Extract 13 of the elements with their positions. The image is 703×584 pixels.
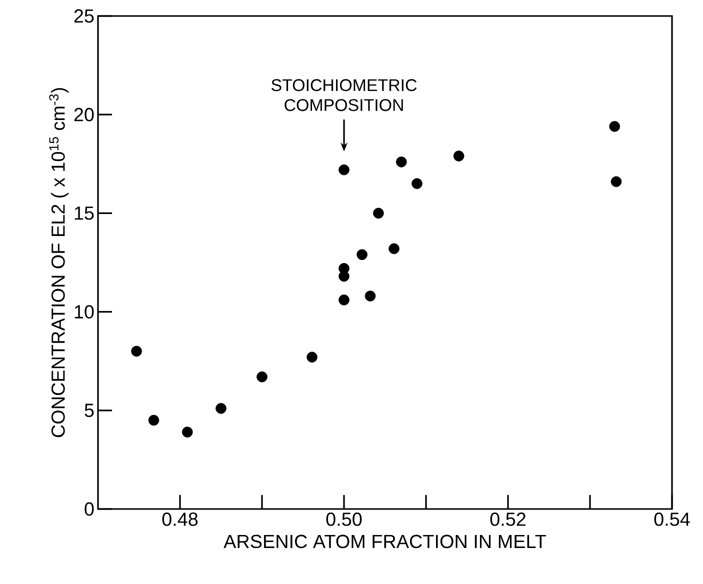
x-tick-label: 0.48 xyxy=(162,512,198,526)
x-tick-label: 0.52 xyxy=(490,512,526,526)
y-tick-label: 5 xyxy=(84,404,94,418)
y-tick-label: 15 xyxy=(74,206,94,220)
annotation: STOICHIOMETRIC COMPOSITION xyxy=(272,79,417,112)
y-tick-label: 25 xyxy=(74,9,94,23)
y-tick-label: 10 xyxy=(74,305,94,319)
y-tick-label: 20 xyxy=(74,108,94,122)
x-axis-title: ARSENIC ATOM FRACTION IN MELT xyxy=(224,534,546,548)
y-axis-title: CONCENTRATION OF EL2 ( x 10$^{15}$ cm$^{-3}$) xyxy=(49,88,69,438)
x-tick-label: 0.50 xyxy=(326,512,362,526)
y-tick-label: 0 xyxy=(84,502,94,516)
x-tick-label: 0.54 xyxy=(654,512,690,526)
